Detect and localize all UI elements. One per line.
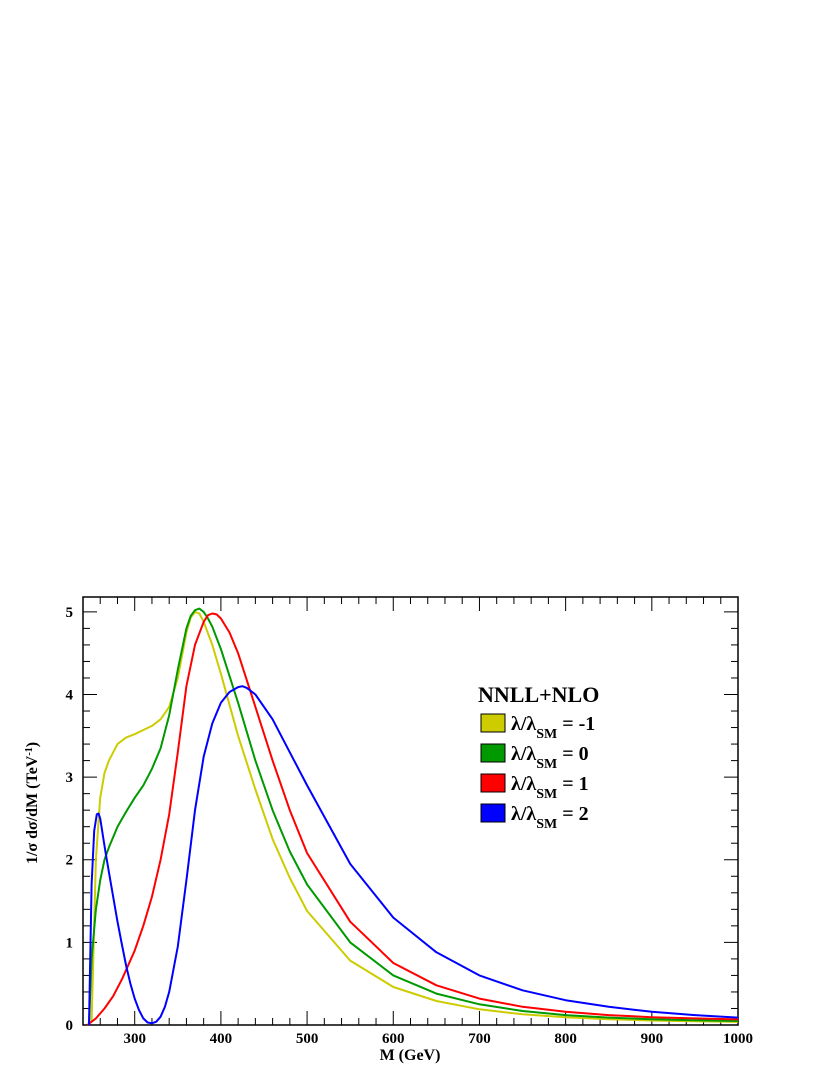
legend-label-1: λ/λSM = 0 xyxy=(511,743,589,772)
x-tick-label: 1000 xyxy=(723,1031,753,1047)
y-axis-title: 1/σ dσ/dM (TeV-1) xyxy=(24,742,42,864)
series-line-2 xyxy=(86,612,739,1026)
tick-marks xyxy=(82,597,739,1026)
x-axis-title: M (GeV) xyxy=(380,1047,441,1064)
y-tick-label: 3 xyxy=(66,770,74,786)
series-line-3 xyxy=(88,685,739,1026)
y-axis-title-sup: -1 xyxy=(24,747,35,755)
x-tick-label: 500 xyxy=(296,1031,319,1047)
legend-label-3: λ/λSM = 2 xyxy=(511,803,589,832)
series-lines xyxy=(86,607,739,1026)
tick-labels: 300 400 500 600 700 800 900 1000 0 1 2 3 4 5 xyxy=(66,605,754,1047)
legend: NNLL+NLO λ/λSM = -1λ/λSM = 0λ/λSM = 1λ/λ… xyxy=(478,682,599,832)
x-tick-label: 400 xyxy=(210,1031,233,1047)
x-tick-label: 300 xyxy=(123,1031,146,1047)
series-line-1 xyxy=(88,607,739,1026)
legend-label-2: λ/λSM = 1 xyxy=(511,773,589,802)
y-tick-label: 5 xyxy=(66,605,74,621)
x-tick-label: 600 xyxy=(382,1031,405,1047)
legend-items: λ/λSM = -1λ/λSM = 0λ/λSM = 1λ/λSM = 2 xyxy=(480,713,595,832)
y-tick-label: 4 xyxy=(66,687,74,703)
y-tick-label: 1 xyxy=(66,935,74,951)
legend-swatch-1 xyxy=(480,743,506,763)
y-tick-label: 2 xyxy=(66,853,74,869)
legend-swatch-0 xyxy=(480,713,506,733)
legend-swatch-3 xyxy=(480,803,506,823)
legend-swatch-2 xyxy=(480,773,506,793)
legend-label-0: λ/λSM = -1 xyxy=(511,713,595,742)
y-tick-label: 0 xyxy=(66,1018,74,1034)
y-axis-title-end: ) xyxy=(24,742,41,747)
axes: 300 400 500 600 700 800 900 1000 0 1 2 3 4 5 xyxy=(66,596,754,1047)
x-tick-label: 800 xyxy=(554,1031,577,1047)
legend-title: NNLL+NLO xyxy=(478,682,599,707)
x-tick-label: 700 xyxy=(468,1031,491,1047)
x-tick-label: 900 xyxy=(641,1031,664,1047)
y-axis-title-main: 1/σ dσ/dM (TeV xyxy=(24,755,41,864)
